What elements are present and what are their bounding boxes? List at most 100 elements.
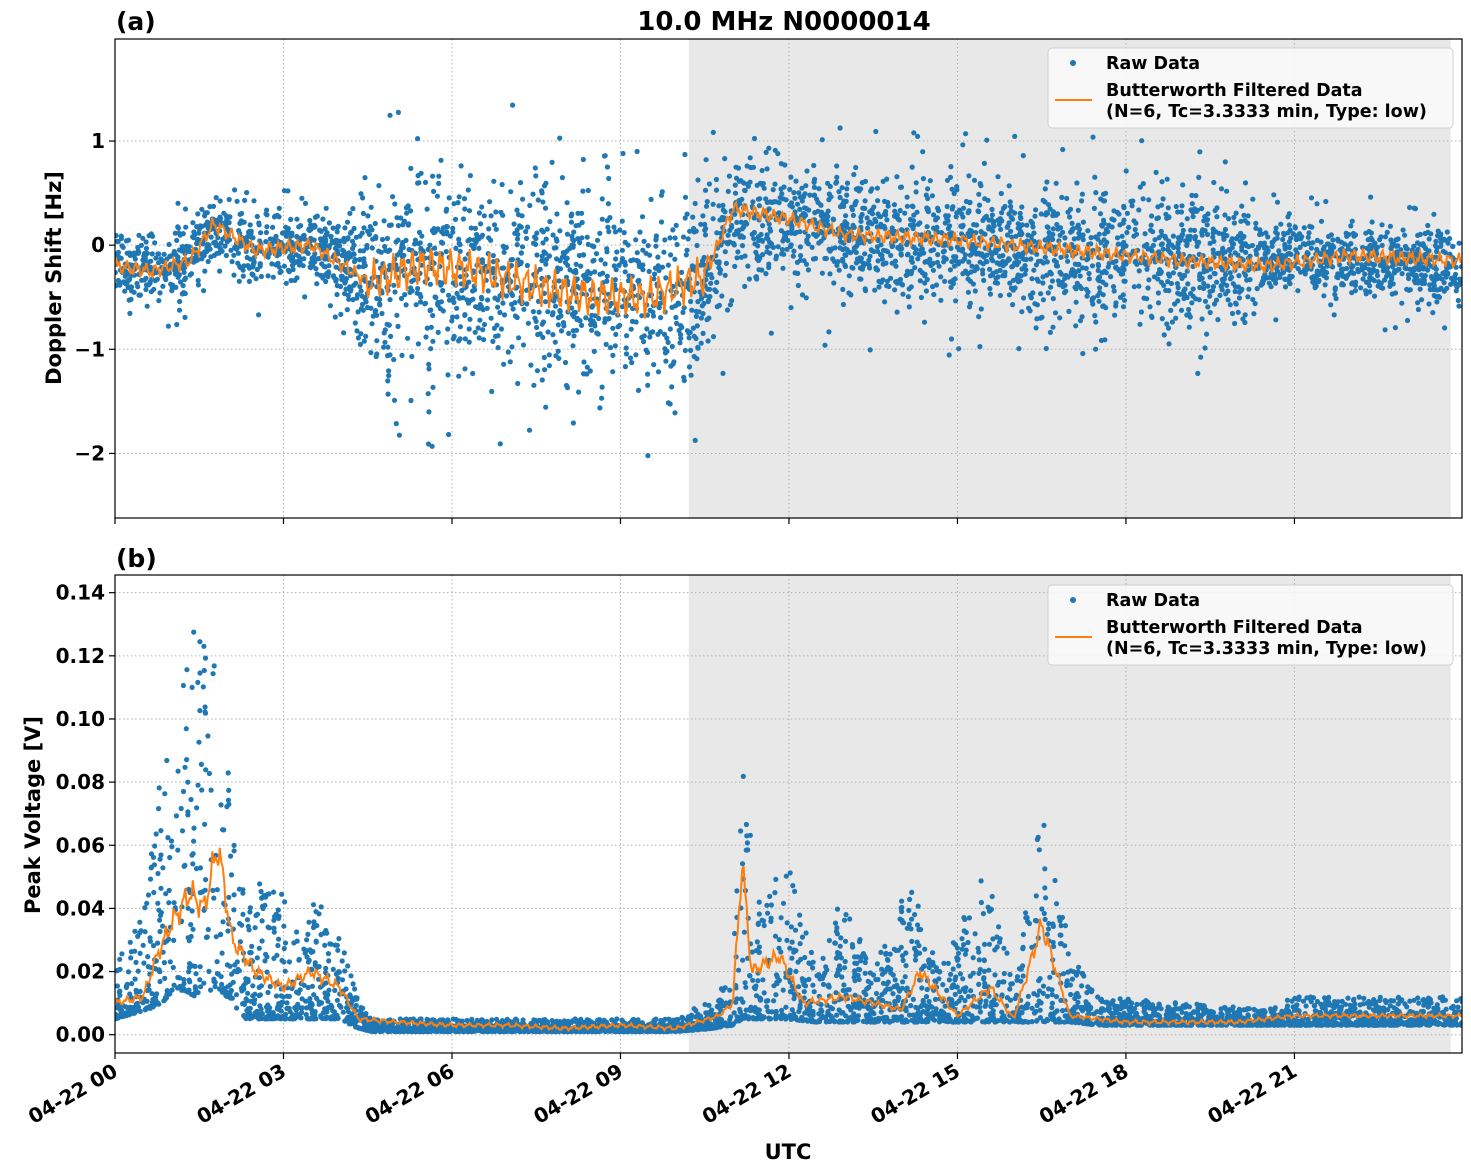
raw-point-a [306, 227, 312, 233]
raw-point-a [573, 267, 579, 274]
raw-point-a [1040, 280, 1046, 286]
raw-point-a [655, 369, 662, 375]
raw-point-a [918, 247, 924, 253]
raw-point-a [1193, 193, 1199, 199]
raw-point-a [1215, 317, 1221, 323]
raw-point-a [730, 240, 737, 246]
raw-point-a [175, 200, 181, 206]
raw-point-a [862, 198, 868, 204]
raw-point-a [869, 186, 875, 192]
raw-point-a [1072, 273, 1078, 279]
raw-point-a [1318, 239, 1324, 245]
raw-point-a [535, 197, 541, 203]
raw-point-a [1141, 243, 1147, 249]
raw-point-a [497, 441, 503, 447]
raw-point-a [1046, 202, 1052, 208]
raw-point-a [1433, 238, 1439, 244]
raw-point-a [709, 275, 715, 281]
raw-point-a [849, 207, 856, 213]
raw-point-a [405, 335, 411, 341]
raw-point-a [1363, 291, 1369, 297]
raw-point-a [296, 224, 302, 230]
raw-point-a [911, 218, 917, 224]
raw-point-a [1433, 266, 1439, 272]
raw-point-a [450, 225, 456, 231]
raw-point-a [604, 278, 610, 284]
raw-point-a [491, 178, 497, 184]
raw-point-a [281, 188, 287, 194]
raw-point-a [836, 267, 842, 273]
raw-point-a [1002, 203, 1008, 210]
raw-point-b [322, 990, 328, 996]
raw-point-a [500, 212, 506, 218]
raw-point-a [1028, 256, 1034, 262]
raw-point-a [904, 241, 910, 248]
raw-point-a [515, 380, 521, 387]
raw-point-a [376, 183, 382, 189]
raw-point-a [650, 329, 656, 335]
raw-point-a [430, 312, 436, 319]
raw-point-a [382, 243, 388, 250]
raw-point-a [1335, 275, 1341, 281]
raw-point-a [884, 217, 890, 223]
raw-point-a [143, 239, 149, 245]
raw-point-a [1020, 153, 1026, 159]
raw-point-a [490, 253, 496, 259]
raw-point-a [757, 255, 763, 261]
raw-point-a [334, 283, 340, 289]
raw-point-a [794, 216, 800, 222]
raw-point-a [986, 217, 992, 223]
raw-point-a [246, 265, 252, 271]
raw-point-a [1370, 266, 1376, 273]
raw-point-a [569, 211, 575, 217]
raw-point-a [725, 188, 731, 194]
raw-point-a [698, 340, 704, 346]
raw-point-a [382, 327, 388, 333]
raw-point-a [559, 175, 566, 181]
raw-point-a [566, 330, 572, 336]
raw-point-a [693, 313, 700, 319]
raw-point-a [1382, 234, 1389, 240]
raw-point-a [756, 203, 763, 209]
raw-point-a [541, 249, 547, 255]
raw-point-a [177, 232, 183, 238]
raw-point-a [1263, 230, 1269, 236]
raw-point-a [950, 204, 956, 210]
raw-point-b [744, 840, 751, 846]
raw-point-a [115, 232, 119, 239]
raw-point-a [658, 192, 665, 198]
panel-a-x-ticks [114, 518, 1296, 524]
raw-point-a [1323, 198, 1329, 205]
raw-point-a [792, 195, 798, 201]
raw-point-a [1240, 316, 1246, 322]
raw-point-a [1118, 271, 1124, 277]
raw-point-a [1227, 302, 1233, 308]
raw-point-a [1374, 244, 1381, 250]
raw-point-a [351, 282, 357, 288]
raw-point-a [457, 274, 463, 280]
raw-point-a [141, 253, 147, 259]
raw-point-a [290, 266, 296, 273]
raw-point-a [171, 248, 177, 255]
raw-point-a [710, 334, 717, 340]
raw-point-a [619, 247, 626, 253]
raw-point-a [408, 208, 414, 214]
raw-point-a [1432, 254, 1438, 260]
raw-point-a [679, 324, 685, 330]
raw-point-b [839, 974, 845, 980]
raw-point-a [1195, 207, 1201, 213]
raw-point-a [205, 258, 211, 265]
raw-point-a [481, 213, 487, 219]
raw-point-a [1379, 222, 1385, 228]
raw-point-a [1144, 266, 1150, 272]
raw-point-a [1229, 245, 1235, 251]
raw-point-b [1057, 932, 1063, 938]
raw-point-b [1040, 983, 1047, 989]
raw-point-a [637, 229, 643, 235]
raw-point-a [788, 174, 794, 180]
raw-point-a [570, 328, 576, 334]
raw-point-a [573, 261, 579, 267]
panel-a-filtered-line [115, 199, 1462, 319]
raw-point-a [263, 229, 269, 236]
